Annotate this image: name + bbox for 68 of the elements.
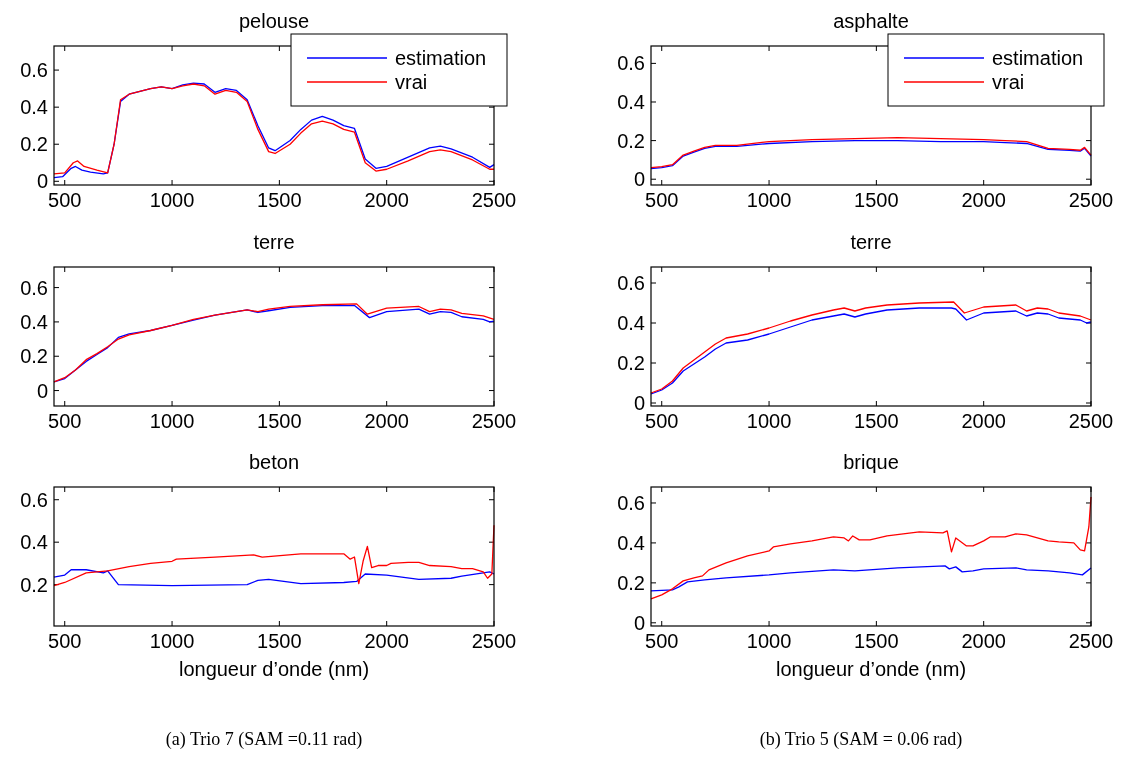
x-tick-label: 1500 <box>257 410 302 432</box>
line-series <box>650 565 1092 592</box>
y-tick-label: 0.2 <box>20 573 48 596</box>
y-tick-label: 0.4 <box>20 96 48 119</box>
y-tick-label: 0 <box>633 168 645 191</box>
chart-title: pelouse <box>238 10 310 32</box>
x-tick-label: 500 <box>645 630 679 652</box>
x-tick-label: 2500 <box>471 630 517 652</box>
x-tick-label: 1500 <box>257 189 302 211</box>
x-axis-title: longueur d’onde (nm) <box>775 658 967 680</box>
y-tick-label: 0.2 <box>617 571 645 594</box>
x-tick-label: 1500 <box>854 410 899 432</box>
y-tick-label: 0.4 <box>617 312 645 334</box>
y-tick-label: 0 <box>36 379 48 402</box>
y-tick-label: 0 <box>633 392 645 414</box>
y-tick-label: 0.6 <box>20 276 48 299</box>
chart-title: asphalte <box>833 10 909 32</box>
y-tick-label: 0 <box>633 611 645 634</box>
text: (a) Trio 7 (SAM =0.11 rad) <box>165 729 363 750</box>
x-tick-label: 1000 <box>149 189 195 211</box>
x-tick-label: 2500 <box>471 410 517 432</box>
x-tick-label: 2500 <box>471 189 517 211</box>
y-tick-label: 0.4 <box>617 90 645 113</box>
x-tick-label: 1500 <box>257 630 302 652</box>
x-tick-label: 500 <box>645 410 679 432</box>
y-tick-label: 0.6 <box>617 272 645 294</box>
chart-title: beton <box>248 451 300 473</box>
y-tick-label: 0.6 <box>617 52 645 75</box>
legend-label: vrai <box>395 71 428 93</box>
y-tick-label: 0.4 <box>617 531 645 554</box>
y-tick-label: 0.6 <box>20 488 48 511</box>
legend-label: estimation <box>992 47 1084 69</box>
x-tick-label: 500 <box>48 189 82 211</box>
y-tick-label: 0.4 <box>20 531 48 554</box>
x-tick-label: 1000 <box>746 410 792 432</box>
y-tick-label: 0.6 <box>20 59 48 82</box>
chart-title: terre <box>253 231 295 253</box>
x-tick-label: 2000 <box>961 189 1006 211</box>
x-tick-label: 500 <box>48 630 82 652</box>
y-tick-label: 0.2 <box>617 352 645 374</box>
x-tick-label: 1000 <box>746 189 792 211</box>
y-tick-label: 0.2 <box>20 133 48 156</box>
x-tick-label: 2500 <box>1068 410 1114 432</box>
x-tick-label: 2500 <box>1068 630 1114 652</box>
x-tick-label: 2000 <box>961 410 1006 432</box>
text: (b) Trio 5 (SAM = 0.06 rad) <box>759 729 963 750</box>
x-tick-label: 2000 <box>961 630 1006 652</box>
y-tick-label: 0 <box>36 170 48 193</box>
y-tick-label: 0.2 <box>20 345 48 368</box>
x-tick-label: 1500 <box>854 189 899 211</box>
x-tick-label: 1000 <box>149 410 195 432</box>
y-tick-label: 0.2 <box>617 129 645 152</box>
chart-title: brique <box>843 451 899 473</box>
x-axis-title: longueur d’onde (nm) <box>178 658 370 680</box>
x-tick-label: 1000 <box>149 630 195 652</box>
legend-label: estimation <box>395 47 487 69</box>
chart-title: terre <box>850 231 892 253</box>
x-tick-label: 1000 <box>746 630 792 652</box>
x-tick-label: 1500 <box>854 630 899 652</box>
x-tick-label: 2000 <box>364 410 409 432</box>
x-tick-label: 2000 <box>364 189 409 211</box>
x-tick-label: 2000 <box>364 630 409 652</box>
x-tick-label: 500 <box>645 189 679 211</box>
x-tick-label: 2500 <box>1068 189 1114 211</box>
legend-label: vrai <box>992 71 1025 93</box>
x-tick-label: 500 <box>48 410 82 432</box>
y-tick-label: 0.4 <box>20 310 48 333</box>
y-tick-label: 0.6 <box>617 491 645 514</box>
